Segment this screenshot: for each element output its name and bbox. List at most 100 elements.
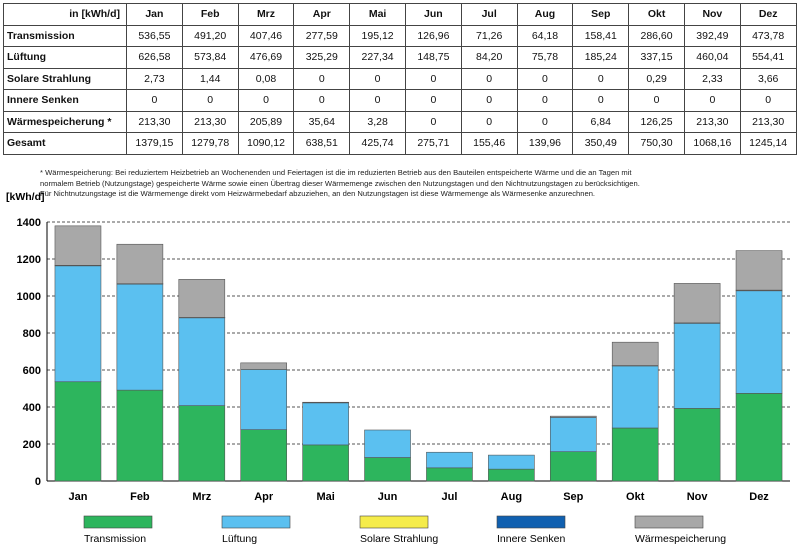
table-cell: 350,49 xyxy=(572,132,630,155)
table-cell: 35,64 xyxy=(293,110,351,133)
table-row: Solare Strahlung 2,73 1,44 0,08 0 0 0 0 0 0 0,29 2,… xyxy=(3,67,797,90)
legend-label: Solare Strahlung xyxy=(360,533,438,545)
y-tick-label: 0 xyxy=(35,476,41,488)
table-cell: 213,30 xyxy=(739,110,797,133)
x-tick-label: Jan xyxy=(68,491,87,503)
legend-swatch xyxy=(221,515,291,529)
bar-segment xyxy=(116,283,164,391)
table-cell: 554,41 xyxy=(739,46,797,69)
y-tick-label: 1400 xyxy=(17,217,41,229)
row-label: Gesamt xyxy=(3,132,127,155)
bar-segment xyxy=(302,444,349,482)
y-tick-label: 200 xyxy=(23,439,41,451)
y-tick-label: 400 xyxy=(23,402,41,414)
table-cell: 1068,16 xyxy=(683,132,741,155)
bar-segment xyxy=(426,451,473,469)
table-cell: 0 xyxy=(739,89,797,112)
bar-segment xyxy=(302,401,349,404)
table-cell: 573,84 xyxy=(181,46,239,69)
table-cell: 626,58 xyxy=(126,46,183,69)
table-cell: 185,24 xyxy=(572,46,630,69)
bar-segment xyxy=(54,381,102,482)
table-cell: 1090,12 xyxy=(237,132,295,155)
footnote: * Wärmespeicherung: Bei reduziertem Heiz… xyxy=(40,168,790,200)
table-cell: 407,46 xyxy=(237,24,295,47)
row-label: Lüftung xyxy=(3,46,127,69)
x-tick-label: Dez xyxy=(749,491,769,503)
x-tick-label: Mrz xyxy=(192,491,211,503)
legend-label: Transmission xyxy=(84,533,146,545)
x-tick-label: Mai xyxy=(316,491,334,503)
legend-swatch xyxy=(83,515,153,529)
bar-segment xyxy=(735,250,783,291)
table-cell: 1245,14 xyxy=(739,132,797,155)
bar-segment xyxy=(611,365,659,429)
bar-segment xyxy=(549,417,597,452)
table-cell: 425,74 xyxy=(349,132,406,155)
bar-segment xyxy=(735,290,783,394)
table-cell: 126,96 xyxy=(404,24,462,47)
table-cell: 476,69 xyxy=(237,46,295,69)
bar-segment xyxy=(240,362,288,370)
table-cell: 213,30 xyxy=(683,110,741,133)
bar-segment xyxy=(364,457,411,482)
footnote-line: normalem Betrieb (Nutzungstage) gespeich… xyxy=(40,178,640,188)
bar-segment xyxy=(611,427,659,482)
bar-segment xyxy=(302,402,349,446)
table-cell: 750,30 xyxy=(628,132,685,155)
legend-swatch xyxy=(496,515,566,529)
y-tick-label: 1200 xyxy=(17,254,41,266)
bar-segment xyxy=(178,279,226,318)
table-cell: 0 xyxy=(293,67,351,90)
table-cell: 71,26 xyxy=(460,24,518,47)
bar-segment xyxy=(673,408,721,482)
bar-segment xyxy=(240,429,288,482)
table-row: Wärmespeicherung * 213,30 213,30 205,89 35,6… xyxy=(3,110,797,133)
row-label: Transmission xyxy=(3,24,127,47)
table-cell: 491,20 xyxy=(181,24,239,47)
y-tick-label: 800 xyxy=(23,328,41,340)
bar-segment xyxy=(178,405,226,482)
table-cell: 0 xyxy=(516,89,574,112)
bar-segment xyxy=(54,225,102,266)
bar-segment xyxy=(178,317,226,406)
table-cell: 148,75 xyxy=(404,46,462,69)
table-cell: 0 xyxy=(126,89,183,112)
table-cell: 0,29 xyxy=(628,67,685,90)
table-cell: 227,34 xyxy=(349,46,406,69)
month-header: Apr xyxy=(293,3,351,26)
table-cell: 3,66 xyxy=(739,67,797,90)
month-header: Dez xyxy=(739,3,797,26)
table-header-row: in [kWh/d] Jan Feb Mrz Apr Mai Jun Jul A… xyxy=(3,3,797,26)
x-tick-label: Sep xyxy=(563,491,583,503)
table-cell: 205,89 xyxy=(237,110,295,133)
bar-segment xyxy=(488,454,535,470)
table-cell: 2,73 xyxy=(126,67,183,90)
bar-segment xyxy=(673,322,721,409)
table-cell: 392,49 xyxy=(683,24,741,47)
table-row: Transmission 536,55 491,20 407,46 277,59 195,… xyxy=(3,24,797,47)
row-label: Solare Strahlung xyxy=(3,67,127,90)
table-cell: 0 xyxy=(404,89,462,112)
x-tick-label: Okt xyxy=(626,491,645,503)
x-tick-label: Nov xyxy=(687,491,709,503)
x-tick-label: Apr xyxy=(254,491,274,503)
table-cell: 1,44 xyxy=(181,67,239,90)
bar-segment xyxy=(426,467,473,482)
bar-segment xyxy=(673,283,721,324)
data-table: in [kWh/d] Jan Feb Mrz Apr Mai Jun Jul A… xyxy=(3,3,797,155)
bar-segment xyxy=(116,389,164,482)
x-tick-label: Feb xyxy=(130,491,150,503)
table-cell: 1379,15 xyxy=(126,132,183,155)
bar-segment xyxy=(54,265,102,383)
table-cell: 0,08 xyxy=(237,67,295,90)
bar-segment xyxy=(116,243,164,285)
legend-label: Lüftung xyxy=(222,533,257,545)
bar-segment xyxy=(735,393,783,482)
table-cell: 213,30 xyxy=(126,110,183,133)
table-cell: 155,46 xyxy=(460,132,518,155)
y-axis-label: [kWh/d] xyxy=(6,191,45,203)
table-cell: 275,71 xyxy=(404,132,462,155)
row-label: Wärmespeicherung * xyxy=(3,110,127,133)
